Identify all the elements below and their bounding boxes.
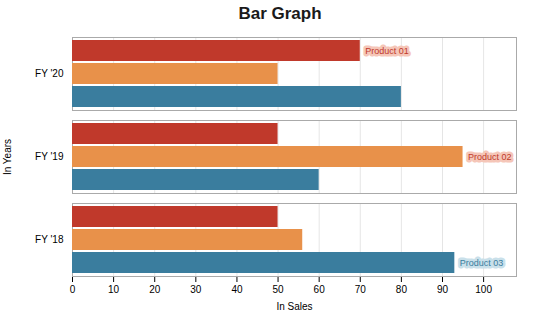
svg-text:90: 90 xyxy=(437,284,449,295)
svg-text:FY '20: FY '20 xyxy=(35,68,64,79)
html-text:Bar Graph: Bar Graph xyxy=(238,4,322,23)
svg-text:Product 02: Product 02 xyxy=(468,152,512,162)
svg-text:40: 40 xyxy=(231,284,243,295)
svg-text:Product 03: Product 03 xyxy=(460,258,504,268)
svg-text:100: 100 xyxy=(475,284,492,295)
svg-text:FY '18: FY '18 xyxy=(35,234,64,245)
svg-text:10: 10 xyxy=(108,284,120,295)
svg-text:0: 0 xyxy=(70,284,76,295)
svg-text:Product 01: Product 01 xyxy=(365,46,409,56)
svg-text:80: 80 xyxy=(396,284,408,295)
svg-text:60: 60 xyxy=(314,284,326,295)
svg-text:70: 70 xyxy=(355,284,367,295)
svg-text:In Years: In Years xyxy=(2,139,13,175)
svg-text:30: 30 xyxy=(190,284,202,295)
svg-text:In Sales: In Sales xyxy=(276,301,312,312)
svg-text:20: 20 xyxy=(149,284,161,295)
svg-text:50: 50 xyxy=(272,284,284,295)
svg-text:FY '19: FY '19 xyxy=(35,151,64,162)
